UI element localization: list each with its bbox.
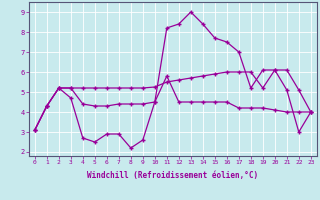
X-axis label: Windchill (Refroidissement éolien,°C): Windchill (Refroidissement éolien,°C) <box>87 171 258 180</box>
